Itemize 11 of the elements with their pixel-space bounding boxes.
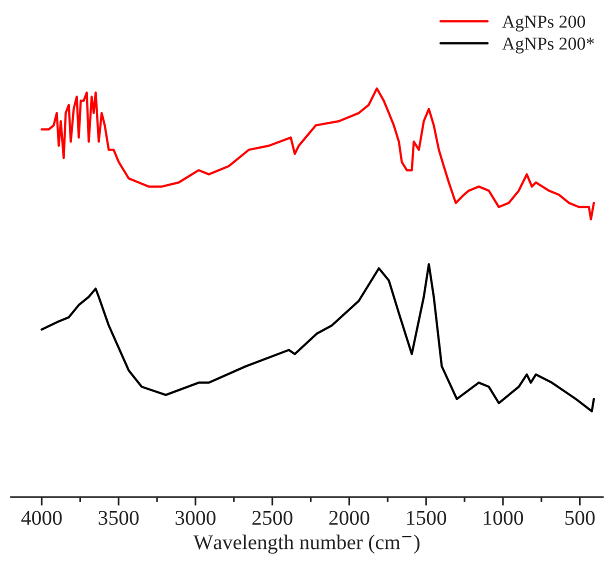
- x-tick-label: 1500: [407, 510, 446, 525]
- legend-label: AgNPs 200: [502, 16, 586, 32]
- x-axis-title: Wavelength number (cm$^{−}$): [193, 534, 420, 554]
- x-tick-label: 2500: [252, 510, 292, 525]
- x-tick-label: 4000: [21, 510, 62, 525]
- x-tick-label: 3000: [176, 510, 216, 525]
- legend-label: AgNPs 200*: [502, 38, 594, 54]
- x-tick-label: 3500: [98, 510, 139, 525]
- x-tick-label: 1000: [484, 510, 524, 525]
- x-tick-label: 500: [565, 510, 595, 525]
- x-tick-label: 2000: [329, 510, 370, 525]
